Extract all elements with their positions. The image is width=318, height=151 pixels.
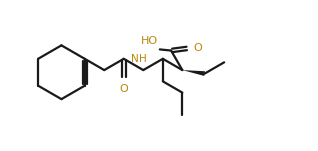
Text: O: O <box>119 84 128 94</box>
Text: HO: HO <box>141 36 158 46</box>
Polygon shape <box>182 70 205 76</box>
Text: H: H <box>139 54 147 64</box>
Text: N: N <box>131 54 139 64</box>
Text: O: O <box>194 43 202 53</box>
